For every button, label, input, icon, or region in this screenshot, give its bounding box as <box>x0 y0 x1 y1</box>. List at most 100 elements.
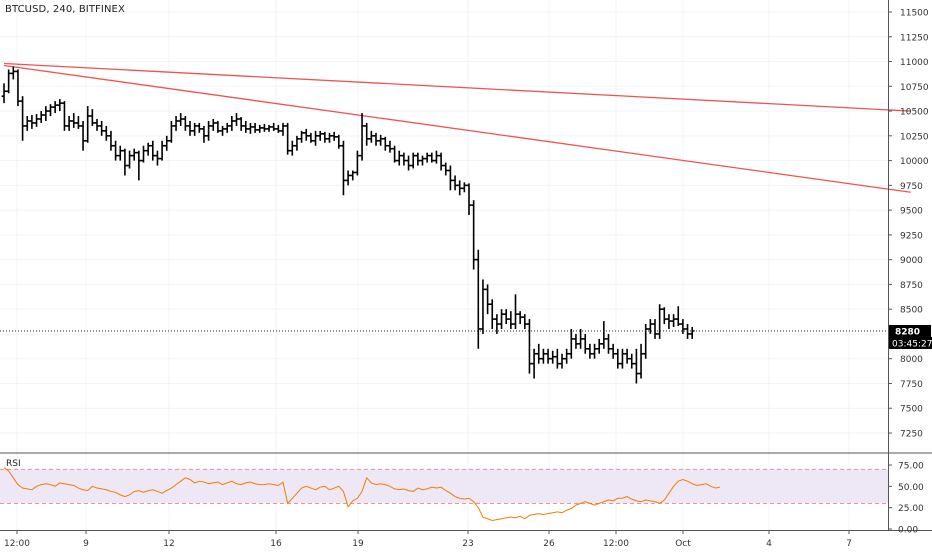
ohlc-bar <box>80 120 86 151</box>
ohlc-bar <box>294 135 300 151</box>
ohlc-bar <box>89 109 95 126</box>
ohlc-bar <box>345 170 351 186</box>
ohlc-bar <box>578 328 583 349</box>
ohlc-bar <box>647 319 653 334</box>
ohlc-bar <box>480 279 486 334</box>
ohlc-bar <box>596 338 602 354</box>
ohlc-bar <box>34 114 39 127</box>
rsi-layer <box>0 467 888 521</box>
ohlc-bar <box>322 131 328 143</box>
ohlc-bar <box>192 122 198 136</box>
ohlc-bar <box>262 123 267 132</box>
ohlc-bar <box>215 120 221 133</box>
grid-layer <box>0 0 888 530</box>
ohlc-bar <box>420 155 425 166</box>
ohlc-bar <box>410 152 416 169</box>
ohlc-bar <box>457 180 463 196</box>
ohlc-bar <box>406 155 411 171</box>
time-tick-label: 9 <box>83 539 89 549</box>
ohlc-bar <box>71 113 77 128</box>
ohlc-bar <box>48 104 53 117</box>
ohlc-bar <box>317 130 323 141</box>
ohlc-bar <box>475 249 481 349</box>
price-tick-label: 10250 <box>900 132 929 142</box>
ohlc-bar <box>43 106 49 121</box>
ohlc-bar <box>606 333 611 354</box>
ohlc-bar <box>252 122 258 133</box>
trendline-1[interactable] <box>3 62 911 112</box>
ohlc-bar <box>536 343 542 364</box>
ohlc-bar <box>52 101 58 114</box>
ohlc-bar <box>141 145 146 163</box>
price-tick-label: 7500 <box>900 405 923 415</box>
ohlc-bar <box>248 122 253 134</box>
ohlc-bar <box>303 128 309 141</box>
ohlc-bar <box>671 314 676 328</box>
price-tick-label: 9750 <box>900 182 923 192</box>
ohlc-bar <box>1 83 7 104</box>
ohlc-bar <box>169 120 174 143</box>
ohlc-bar <box>634 348 639 384</box>
ohlc-bar <box>220 125 225 136</box>
price-tick-label: 9500 <box>900 207 923 217</box>
ohlc-bar <box>531 348 537 379</box>
ohlc-bar <box>387 140 393 153</box>
ohlc-bar <box>196 122 202 133</box>
ohlc-bar <box>275 124 281 133</box>
ohlc-bar <box>503 309 509 325</box>
ohlc-bar <box>85 106 91 143</box>
ohlc-bar <box>657 304 663 339</box>
ohlc-bar <box>131 148 137 161</box>
time-tick-label: 12 <box>163 539 174 549</box>
time-tick-label: 16 <box>270 539 282 549</box>
price-tick-label: 9250 <box>900 231 923 241</box>
ohlc-bar <box>396 150 402 166</box>
rsi-tick-label: 75.00 <box>898 462 924 472</box>
ohlc-bar <box>527 319 532 374</box>
ohlc-bar <box>331 131 337 141</box>
ohlc-bar <box>652 319 658 339</box>
ohlc-bar <box>499 309 504 329</box>
countdown-tag <box>889 336 932 349</box>
ohlc-bar <box>15 69 21 107</box>
ohlc-bar <box>103 125 109 141</box>
ohlc-bar <box>666 314 672 329</box>
ohlc-bar <box>675 306 681 327</box>
ohlc-bar <box>415 152 421 166</box>
trendline-2[interactable] <box>3 64 911 193</box>
ohlc-bar <box>485 284 490 315</box>
ohlc-bar <box>550 350 556 364</box>
ohlc-bar <box>424 152 430 163</box>
ohlc-bar <box>313 130 318 146</box>
rsi-label: RSI <box>6 459 21 469</box>
ohlc-bar <box>592 343 597 359</box>
time-tick-label: Oct <box>675 539 691 549</box>
ohlc-bar <box>136 150 142 181</box>
price-tick-label: 10500 <box>900 108 929 118</box>
ohlc-bar <box>489 299 495 329</box>
ohlc-bar <box>24 116 30 131</box>
ohlc-bar <box>99 120 105 136</box>
ohlc-bar <box>508 311 514 329</box>
ohlc-bar <box>285 122 291 155</box>
ohlc-bar <box>615 348 621 369</box>
ohlc-bar <box>620 348 625 369</box>
ohlc-bar <box>471 200 477 270</box>
ohlc-bar <box>155 150 160 166</box>
rsi-line <box>3 467 721 521</box>
ohlc-bar <box>610 343 616 359</box>
ohlc-bar <box>122 148 128 176</box>
ohlc-bar <box>587 343 593 359</box>
price-tick-label: 11250 <box>900 33 929 43</box>
last-price-tag <box>889 324 931 337</box>
ohlc-bar <box>62 101 67 131</box>
ohlc-bar <box>355 150 360 176</box>
ohlc-bar <box>164 135 170 151</box>
ohlc-bar <box>150 140 156 161</box>
ohlc-bar <box>201 125 207 143</box>
trendline-layer[interactable] <box>3 62 911 193</box>
ohlc-bar <box>308 132 314 143</box>
ohlc-bar <box>350 170 356 181</box>
